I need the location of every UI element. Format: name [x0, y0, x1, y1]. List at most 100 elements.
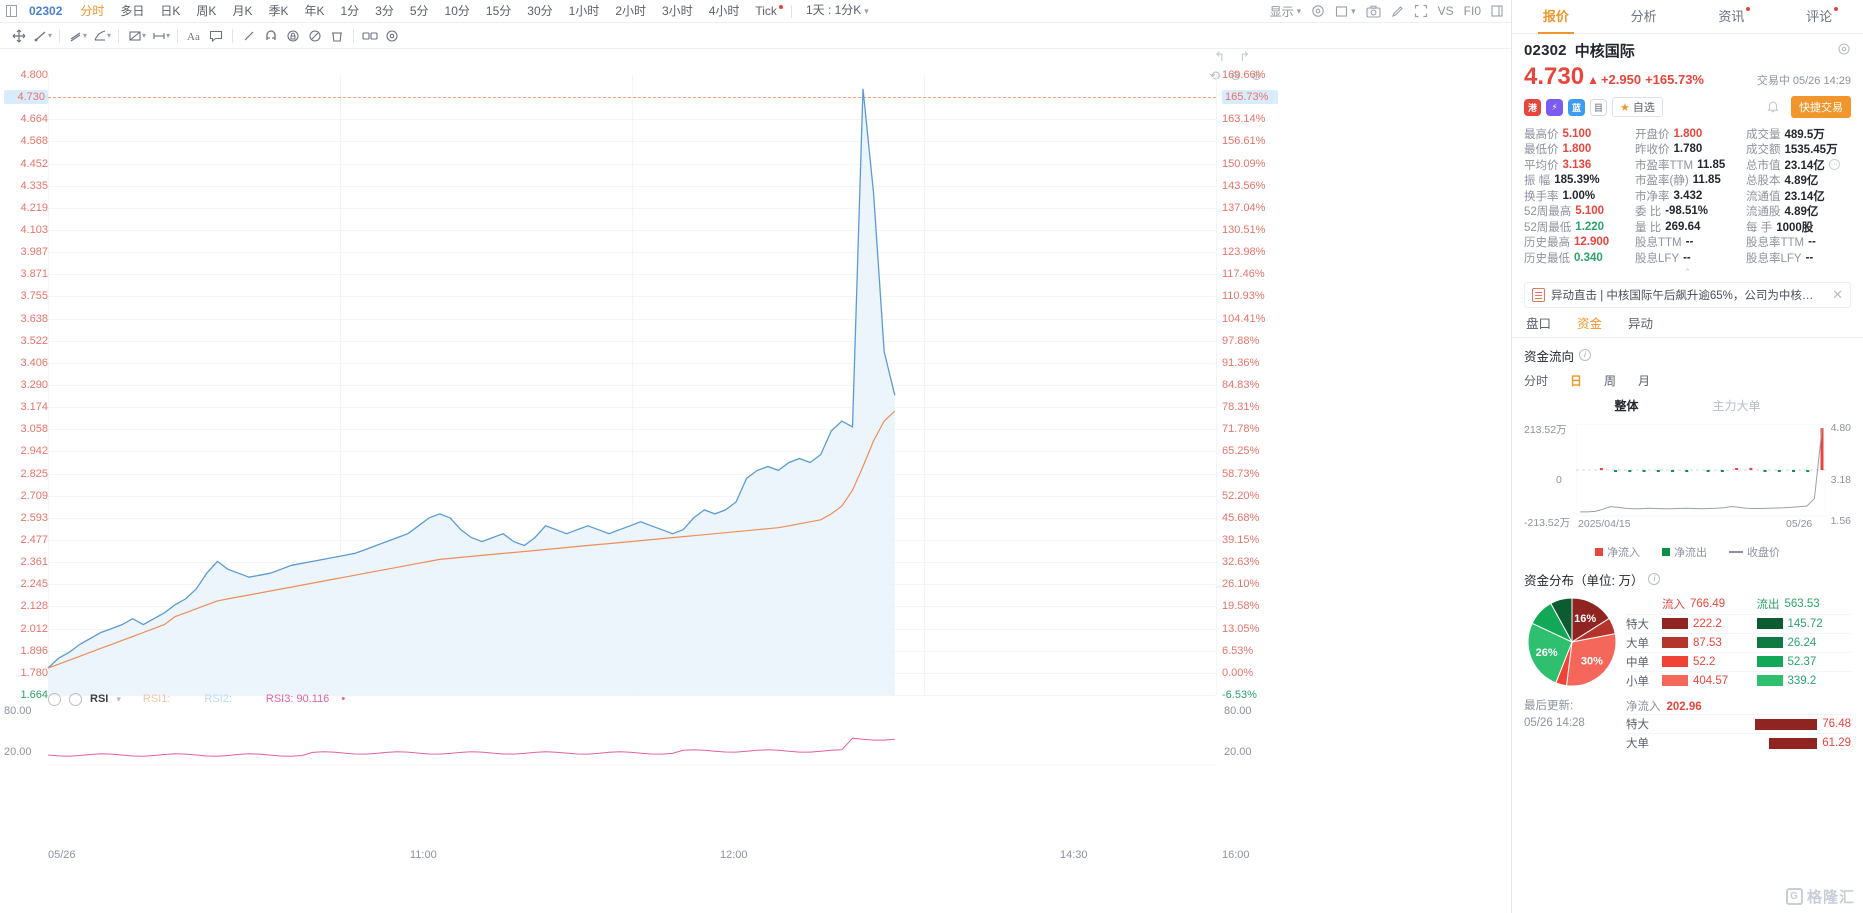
subtab-盘口[interactable]: 盘口 — [1526, 316, 1552, 331]
stat-key: 开盘价 — [1635, 128, 1670, 141]
range-分时[interactable]: 分时 — [1524, 373, 1549, 388]
shape-icon[interactable] — [124, 25, 146, 47]
trendline-icon[interactable] — [30, 25, 52, 47]
period-3分[interactable]: 3分 — [375, 3, 394, 18]
percent-tick: 13.05% — [1222, 622, 1260, 635]
rsi-settings-icon[interactable] — [48, 692, 61, 706]
note-icon[interactable] — [205, 25, 227, 47]
symbol-code[interactable]: 02302 — [29, 3, 63, 18]
percent-tick: 143.56% — [1222, 179, 1266, 192]
channel-icon[interactable] — [65, 25, 87, 47]
trash-icon[interactable] — [326, 25, 348, 47]
period-1分[interactable]: 1分 — [340, 3, 360, 18]
tab-分析[interactable]: 分析 — [1600, 0, 1688, 34]
percent-tick: 137.04% — [1222, 201, 1266, 214]
cursor-move-icon[interactable] — [8, 25, 30, 47]
fund-flow-block: 资金流向 i 分时 日 周 月 整体 主力大单 213.52万 0 -213.52万 4… — [1512, 338, 1863, 560]
history-controls: ↰ ↱ — [1214, 49, 1250, 65]
rsi-chevron-icon[interactable]: ▾ — [116, 693, 121, 704]
brush-icon[interactable] — [238, 25, 260, 47]
percent-tick: 156.61% — [1222, 135, 1266, 148]
fund-dist-info-icon[interactable]: i — [1648, 573, 1661, 585]
fib-icon[interactable] — [89, 25, 111, 47]
period-10分[interactable]: 10分 — [444, 3, 470, 18]
price-tick: 4.730 — [4, 90, 48, 105]
fund-flow-info-icon[interactable]: i — [1579, 349, 1592, 361]
display-menu[interactable]: 显示 ▾ — [1269, 4, 1302, 19]
period-combo[interactable]: 1天 : 1分K ▾ — [805, 3, 869, 17]
badge-hk[interactable]: 港 — [1524, 98, 1541, 116]
magnet-icon[interactable] — [260, 25, 282, 47]
add-favorite-button[interactable]: ★ 自选 — [1612, 97, 1663, 117]
period-2小时[interactable]: 2小时 — [615, 3, 646, 18]
redo-icon[interactable]: ↱ — [1239, 49, 1250, 64]
flow-tab-主力大单[interactable]: 主力大单 — [1712, 398, 1761, 413]
more-icon[interactable]: ··· — [1828, 159, 1840, 171]
badge-blue[interactable]: 蓝 — [1568, 98, 1585, 116]
lock-icon[interactable] — [282, 25, 304, 47]
period-30分[interactable]: 30分 — [527, 3, 553, 18]
period-1小时[interactable]: 1小时 — [568, 3, 600, 18]
period-分时[interactable]: 分时 — [80, 3, 105, 18]
settings-gear-icon[interactable] — [1311, 4, 1325, 18]
measure-icon[interactable] — [148, 25, 170, 47]
stat-key: 昨收价 — [1635, 144, 1670, 157]
clone-icon[interactable] — [359, 25, 381, 47]
price-plot[interactable]: ↰ ↱ ⟲ ⊖ ⊕ 4.800 4.730 4.664 4.568 4.452 4.335… — [0, 49, 1512, 913]
f10-button[interactable]: FI0 — [1463, 4, 1481, 18]
percent-tick: 19.58% — [1222, 600, 1260, 613]
alert-bell-icon[interactable] — [1766, 99, 1780, 116]
news-close-icon[interactable]: ✕ — [1832, 286, 1843, 302]
period-年K[interactable]: 年K — [304, 3, 325, 18]
reset-zoom-icon[interactable]: ⟲ — [1209, 68, 1221, 83]
rsi-close-icon[interactable] — [69, 692, 82, 706]
range-月[interactable]: 月 — [1638, 373, 1651, 388]
badge-flash-icon[interactable]: ⚡ — [1546, 98, 1563, 116]
tab-报价[interactable]: 报价 — [1512, 0, 1600, 34]
period-周K[interactable]: 周K — [196, 3, 217, 18]
hide-icon[interactable] — [304, 25, 326, 47]
news-banner[interactable]: 异动直击 | 中核国际午后飙升逾65%，公司为中核… ✕ — [1524, 281, 1851, 308]
period-季K[interactable]: 季K — [268, 3, 289, 18]
vs-button[interactable]: VS — [1437, 4, 1454, 18]
period-月K[interactable]: 月K — [232, 3, 253, 18]
stat-item: 市盈率TTM 11.85 — [1635, 157, 1740, 173]
period-Tick[interactable]: Tick — [747, 4, 785, 18]
period-日K[interactable]: 日K — [160, 3, 181, 18]
text-icon[interactable]: Aa — [183, 25, 205, 47]
flow-tab-整体[interactable]: 整体 — [1614, 398, 1639, 413]
layout-icon[interactable] — [6, 5, 17, 17]
stat-value: -- — [1808, 236, 1816, 249]
inflow-label: 流入 — [1662, 599, 1685, 611]
period-15分[interactable]: 15分 — [485, 3, 512, 18]
quick-trade-button[interactable]: 快捷交易 — [1791, 96, 1851, 118]
range-周[interactable]: 周 — [1604, 373, 1617, 388]
layout-select-icon[interactable]: ▾ — [1335, 5, 1356, 18]
subtab-资金[interactable]: 资金 — [1577, 316, 1603, 331]
panel-toggle-icon[interactable] — [1491, 5, 1503, 17]
watermark-icon: G — [1785, 888, 1803, 905]
zoom-out-icon[interactable]: ⊖ — [1230, 68, 1242, 83]
badge-doc-icon[interactable]: 目 — [1590, 98, 1607, 116]
subtab-异动[interactable]: 异动 — [1628, 316, 1654, 331]
stats-collapse-icon[interactable]: ⌃ — [1683, 266, 1692, 277]
camera-icon[interactable] — [1366, 5, 1381, 18]
period-多日[interactable]: 多日 — [120, 3, 145, 18]
pencil-icon[interactable] — [1391, 5, 1404, 18]
chart-settings-icon[interactable] — [381, 25, 403, 47]
net-value: 76.48 — [1822, 718, 1851, 730]
tab-评论[interactable]: 评论 — [1775, 0, 1863, 34]
legend-净流入: 净流入 — [1595, 544, 1640, 560]
range-日[interactable]: 日 — [1570, 373, 1583, 388]
period-3小时[interactable]: 3小时 — [662, 3, 693, 18]
fullscreen-icon[interactable] — [1414, 4, 1428, 18]
quote-gear-icon[interactable] — [1837, 42, 1851, 59]
zoom-in-icon[interactable]: ⊕ — [1251, 68, 1262, 83]
stat-key: 量 比 — [1635, 221, 1662, 234]
tab-资讯[interactable]: 资讯 — [1688, 0, 1776, 34]
stat-item: 52周最高 5.100 — [1524, 204, 1629, 220]
badge-row: 港 ⚡ 蓝 目 ★ 自选 快捷交易 — [1524, 96, 1851, 118]
period-5分[interactable]: 5分 — [409, 3, 429, 18]
period-4小时[interactable]: 4小时 — [708, 3, 740, 18]
undo-icon[interactable]: ↰ — [1214, 49, 1226, 64]
